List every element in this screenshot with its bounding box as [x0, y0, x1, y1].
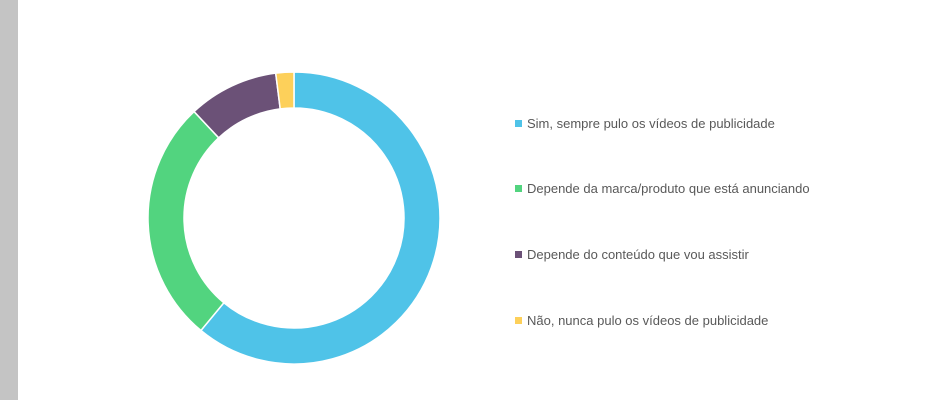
- chart-area: Sim, sempre pulo os vídeos de publicidad…: [18, 0, 940, 400]
- legend-swatch-0: [515, 119, 522, 127]
- legend-item-1: Depende da marca/produto que está anunci…: [515, 178, 810, 198]
- left-border: [0, 0, 18, 400]
- legend-label-3: Não, nunca pulo os vídeos de publicidade: [527, 312, 769, 328]
- legend-label-2: Depende do conteúdo que vou assistir: [527, 246, 749, 262]
- legend-item-3: Não, nunca pulo os vídeos de publicidade: [515, 310, 768, 330]
- chart-legend: Sim, sempre pulo os vídeos de publicidad…: [515, 0, 935, 400]
- legend-item-2: Depende do conteúdo que vou assistir: [515, 244, 749, 264]
- donut-slice-0: [199, 71, 441, 365]
- donut-slice-3: [274, 71, 295, 110]
- donut-slice-1: [147, 110, 225, 332]
- legend-swatch-3: [515, 316, 522, 324]
- legend-swatch-1: [515, 184, 522, 192]
- legend-swatch-2: [515, 250, 522, 258]
- legend-item-0: Sim, sempre pulo os vídeos de publicidad…: [515, 113, 775, 133]
- legend-label-0: Sim, sempre pulo os vídeos de publicidad…: [527, 115, 775, 131]
- donut-chart: [147, 71, 441, 365]
- legend-label-1: Depende da marca/produto que está anunci…: [527, 180, 810, 196]
